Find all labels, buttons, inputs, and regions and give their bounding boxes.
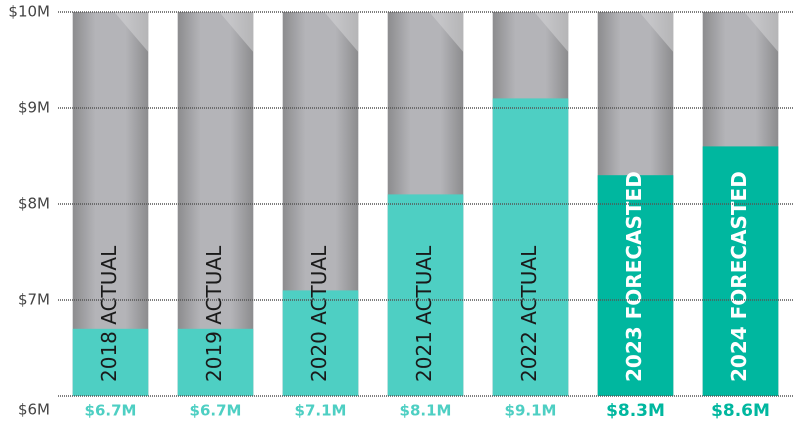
bar-highlight [429,12,464,52]
value-label: $6.7M [190,402,242,420]
value-label: $8.3M [606,401,665,421]
category-label: 2021 ACTUAL [412,245,436,382]
bar [492,98,569,397]
bar-highlight [639,12,674,52]
bar-highlight [114,12,149,52]
bar-highlight [324,12,359,52]
bar-highlight [534,12,569,52]
y-tick-label: $6M [18,401,50,419]
y-tick-label: $9M [18,99,50,117]
y-tick-label: $8M [18,195,50,213]
value-label: $9.1M [505,402,557,420]
bar [597,175,674,396]
bar [387,194,464,396]
value-label: $6.7M [85,402,137,420]
y-tick-label: $10M [8,3,50,21]
category-label: 2019 ACTUAL [202,245,226,382]
category-label: 2022 ACTUAL [517,245,541,382]
category-label: 2023 FORECASTED [622,171,646,382]
category-label: 2018 ACTUAL [97,245,121,382]
bar-highlight [744,12,779,52]
bar [177,328,254,396]
value-label: $8.1M [400,402,452,420]
y-tick-label: $7M [18,291,50,309]
bar-highlight [219,12,254,52]
value-label: $8.6M [711,401,770,421]
bar [72,328,149,396]
category-label: 2020 ACTUAL [307,245,331,382]
value-label: $7.1M [295,402,347,420]
bar [702,146,779,396]
category-label: 2024 FORECASTED [727,171,751,382]
bar [282,290,359,396]
